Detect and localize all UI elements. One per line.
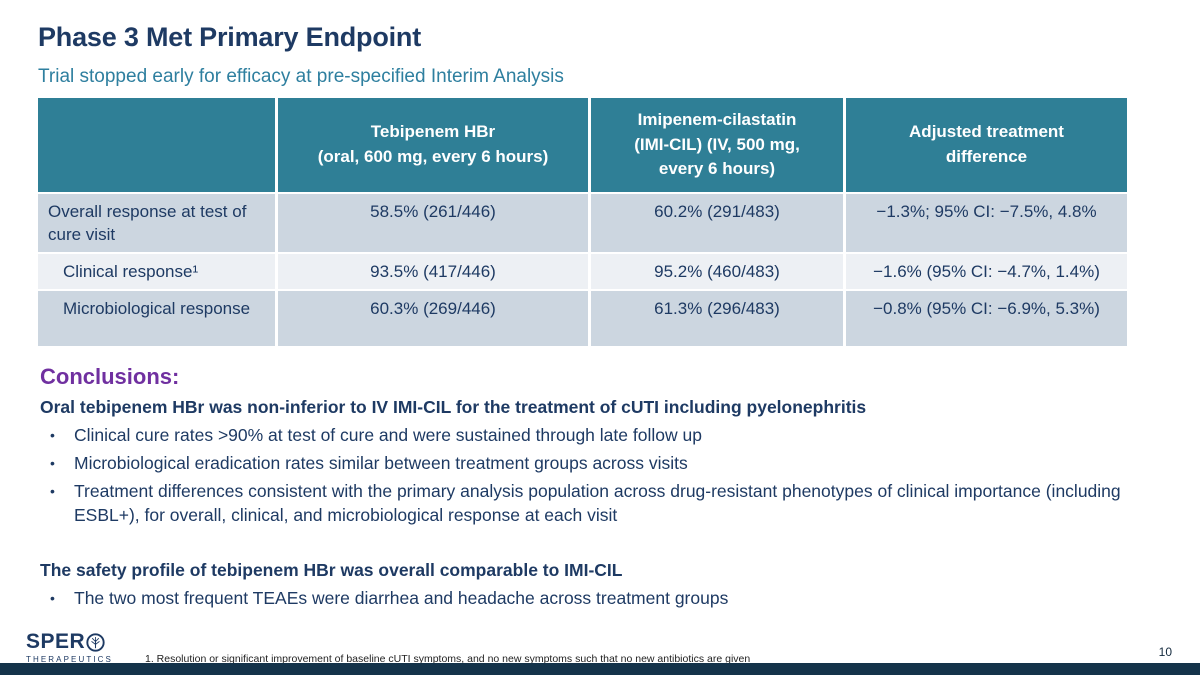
bullet-icon: • — [50, 590, 55, 607]
table-cell: 60.2% (291/483) — [591, 194, 843, 252]
conclusions-bullet-list: • Clinical cure rates >90% at test of cu… — [40, 423, 1165, 528]
table-cell: 95.2% (460/483) — [591, 254, 843, 289]
table-row-label: Microbiological response — [38, 291, 275, 346]
table-cell: 60.3% (269/446) — [278, 291, 588, 346]
footnote: 1. Resolution or significant improvement… — [145, 653, 751, 665]
tree-in-circle-icon — [86, 632, 105, 652]
list-item: • The two most frequent TEAEs were diarr… — [40, 586, 1165, 610]
table-header-empty — [38, 98, 275, 192]
conclusions-section: Conclusions: Oral tebipenem HBr was non-… — [40, 364, 1165, 614]
page-subtitle: Trial stopped early for efficacy at pre-… — [38, 66, 564, 87]
page-title: Phase 3 Met Primary Endpoint — [38, 22, 421, 52]
table-cell: −1.3%; 95% CI: −7.5%, 4.8% — [846, 194, 1127, 252]
table-cell: −1.6% (95% CI: −4.7%, 1.4%) — [846, 254, 1127, 289]
page-number: 10 — [1158, 645, 1172, 659]
table-row-label: Clinical response¹ — [38, 254, 275, 289]
table-cell: 61.3% (296/483) — [591, 291, 843, 346]
results-table: Tebipenem HBr (oral, 600 mg, every 6 hou… — [38, 98, 1127, 346]
safety-bullet-list: • The two most frequent TEAEs were diarr… — [40, 586, 1165, 610]
table-header-imi-cil: Imipenem-cilastatin (IMI-CIL) (IV, 500 m… — [591, 98, 843, 192]
spero-wordmark: SPER — [26, 630, 136, 654]
bottom-accent-bar — [0, 663, 1200, 675]
bullet-text: Microbiological eradication rates simila… — [74, 452, 688, 473]
conclusion-statement-noninferior: Oral tebipenem HBr was non-inferior to I… — [40, 397, 867, 417]
table-header-adjusted-difference: Adjusted treatment difference — [846, 98, 1127, 192]
spero-logo: SPER THERAPEUTICS — [26, 630, 136, 664]
list-item: • Microbiological eradication rates simi… — [40, 451, 1165, 475]
bullet-icon: • — [50, 426, 55, 443]
list-item: • Treatment differences consistent with … — [40, 479, 1165, 527]
bullet-text: Clinical cure rates >90% at test of cure… — [74, 424, 702, 445]
list-item: • Clinical cure rates >90% at test of cu… — [40, 423, 1165, 447]
table-header-tebipenem: Tebipenem HBr (oral, 600 mg, every 6 hou… — [278, 98, 588, 192]
table-cell: 58.5% (261/446) — [278, 194, 588, 252]
conclusions-heading: Conclusions: — [40, 364, 180, 389]
table-row-label: Overall response at test of cure visit — [38, 194, 275, 252]
table-cell: −0.8% (95% CI: −6.9%, 5.3%) — [846, 291, 1127, 346]
spero-wordmark-text: SPER — [26, 630, 86, 653]
conclusion-statement-safety: The safety profile of tebipenem HBr was … — [40, 560, 623, 581]
spero-logo-subtext: THERAPEUTICS — [26, 655, 113, 664]
bullet-icon: • — [50, 454, 55, 471]
spacer — [40, 531, 1165, 559]
bullet-text: Treatment differences consistent with th… — [74, 481, 1121, 526]
bullet-icon: • — [50, 483, 55, 500]
table-cell: 93.5% (417/446) — [278, 254, 588, 289]
bullet-text: The two most frequent TEAEs were diarrhe… — [74, 588, 729, 609]
